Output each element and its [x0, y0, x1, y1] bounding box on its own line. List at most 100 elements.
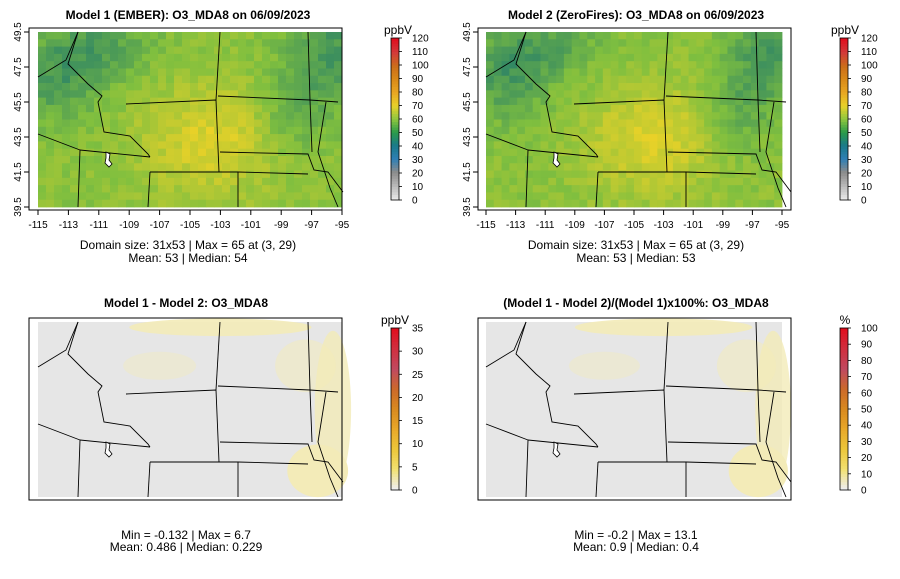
grid-cell [142, 53, 151, 62]
stat-line-2: Mean: 53 | Median: 54 [128, 251, 248, 265]
grid-cell [735, 46, 744, 55]
grid-cell [118, 134, 127, 142]
grid-cell [571, 185, 580, 193]
grid-cell [501, 104, 510, 113]
grid-cell [563, 32, 573, 40]
grid-cell [618, 141, 627, 150]
grid-cell [62, 53, 71, 62]
grid-cell [278, 155, 287, 164]
grid-cell [680, 75, 689, 84]
grid-cell [587, 199, 596, 208]
grid-cell [626, 68, 635, 77]
grid-cell [254, 90, 263, 99]
grid-cell [310, 163, 319, 171]
grid-cell [626, 119, 635, 128]
grid-cell [719, 68, 728, 77]
scale-swatch [840, 452, 848, 456]
grid-cell [150, 177, 159, 186]
grid-cell [758, 148, 767, 157]
grid-cell [166, 90, 175, 99]
grid-cell [182, 46, 191, 55]
grid-cell [230, 155, 239, 164]
grid-cell [719, 192, 728, 201]
grid-cell [318, 112, 327, 120]
grid-cell [509, 134, 518, 142]
scale-swatch [840, 73, 848, 77]
grid-cell [548, 90, 557, 99]
stat-line-2: Mean: 53 | Median: 53 [576, 251, 696, 265]
grid-cell [278, 46, 287, 55]
scale-swatch [840, 468, 848, 472]
grid-cell [595, 68, 604, 77]
grid-cell [238, 126, 247, 135]
grid-cell [735, 134, 744, 142]
grid-cell [334, 32, 343, 40]
grid-cell [222, 61, 231, 69]
scale-swatch [840, 425, 848, 429]
grid-cell [766, 148, 775, 157]
grid-cell [501, 177, 510, 186]
grid-cell [548, 104, 557, 113]
scale-swatch [391, 46, 399, 50]
grid-cell [727, 148, 736, 157]
grid-cell [54, 90, 63, 99]
scale-tick-label: 0 [861, 486, 867, 497]
grid-cell [38, 97, 47, 106]
grid-cell [563, 163, 573, 171]
state-border-line [147, 171, 151, 208]
grid-cell [118, 126, 127, 135]
grid-cell [493, 53, 502, 62]
grid-cell [657, 75, 666, 84]
grid-cell [302, 90, 311, 99]
scale-swatch [391, 360, 399, 364]
grid-cell [571, 39, 580, 47]
scale-swatch [391, 81, 399, 85]
grid-cell [126, 68, 135, 77]
grid-cell [94, 112, 103, 120]
grid-cell [704, 53, 713, 62]
grid-cell [727, 46, 736, 55]
grid-cell [310, 112, 319, 120]
scale-swatch [391, 341, 399, 345]
grid-cell [595, 148, 604, 157]
grid-cell [774, 90, 783, 99]
grid-cell [680, 177, 689, 186]
grid-cell [142, 126, 151, 135]
grid-cell [182, 39, 191, 47]
grid-cell [610, 112, 619, 120]
grid-cell [126, 170, 135, 179]
grid-cell [548, 177, 557, 186]
grid-cell [704, 46, 713, 55]
grid-cell [190, 39, 199, 47]
scale-swatch [840, 346, 848, 350]
scale-swatch [840, 360, 848, 364]
grid-cell [688, 119, 697, 128]
scale-swatch [391, 430, 399, 434]
grid-cell [222, 32, 231, 40]
grid-cell [86, 53, 95, 62]
grid-cell [54, 53, 63, 62]
grid-cell [182, 126, 191, 135]
grid-cell [735, 97, 744, 106]
grid-cell [262, 155, 271, 164]
grid-cell [214, 112, 223, 120]
grid-cell [532, 53, 541, 62]
grid-cell [238, 199, 247, 208]
grid-cell [70, 170, 79, 179]
grid-cell [158, 90, 167, 99]
grid-cell [672, 68, 682, 77]
grid-cell [246, 61, 255, 69]
grid-cell [142, 83, 151, 91]
grid-cell [126, 83, 135, 91]
grid-cell [680, 32, 689, 40]
scale-tick-label: 80 [412, 88, 424, 99]
grid-cell [610, 97, 619, 106]
grid-cell [70, 83, 79, 91]
grid-cell [571, 199, 580, 208]
grid-cell [270, 177, 279, 186]
x-tick-label: -107 [594, 220, 614, 231]
grid-cell [602, 68, 612, 77]
grid-cell [532, 104, 541, 113]
grid-cell [278, 170, 287, 179]
scale-swatch [391, 137, 399, 141]
